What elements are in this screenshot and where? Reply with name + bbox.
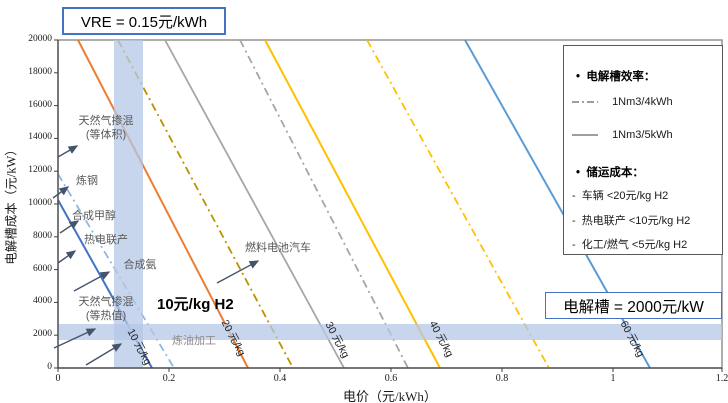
y-tick-label: 20000 — [28, 34, 52, 44]
x-tick-label: 0.8 — [495, 373, 509, 384]
iso-line-20-solid — [77, 39, 249, 369]
legend-storage-header: • 储运成本： — [576, 167, 644, 179]
y-tick-label: 2000 — [33, 329, 52, 339]
electrolyzer-cost-band — [58, 324, 722, 340]
annotation-ammonia: 合成氨 — [123, 259, 157, 271]
legend-efficiency-header: • 电解槽效率： — [576, 71, 656, 83]
legend-storage-item-chemical: - 化工/燃气 <5元/kg H2 — [572, 239, 688, 251]
bullet-icon: • — [576, 167, 581, 179]
annotation-natgas-heat: 天然气掺混 (等热值) — [78, 296, 134, 322]
vre-label-text: VRE = 0.15元/kWh — [80, 13, 208, 31]
legend-storage-item-chp: - 热电联产 <10元/kg H2 — [572, 215, 691, 227]
y-tick-label: 10000 — [28, 198, 52, 208]
x-tick-label: 0.2 — [162, 373, 176, 384]
legend-storage-item-vehicle: - 车辆 <20元/kg H2 — [572, 190, 669, 202]
y-tick-marks — [54, 39, 58, 369]
annotation-chp: 热电联产 — [84, 234, 128, 246]
annotation-fuel-cell-vehicle: 燃料电池汽车 — [245, 242, 311, 254]
x-tick-marks — [57, 368, 723, 372]
dashdot-line-sample-icon — [572, 101, 598, 103]
x-axis-title: 电价（元/kWh） — [343, 389, 437, 403]
annotation-h2-cost-bold: 10元/kg H2 — [157, 296, 234, 313]
iso-line-30-dashdot — [239, 39, 409, 369]
legend-box: • 电解槽效率： 1Nm3/4kWh 1Nm3/5kWh • 储运成本： - 车… — [563, 45, 723, 255]
annotation-arrows — [52, 145, 260, 366]
legend-item-dashdot: 1Nm3/4kWh — [571, 96, 673, 108]
y-tick-label: 6000 — [33, 264, 52, 274]
x-tick-label: 1 — [610, 373, 616, 384]
iso-line-40-solid — [264, 39, 441, 369]
vre-price-band — [114, 40, 143, 368]
iso-line-20-dashdot — [117, 39, 294, 369]
electrolyzer-label-text: 电解槽 = 2000元/kW — [563, 298, 704, 316]
y-tick-label: 14000 — [28, 132, 52, 142]
annotation-methanol: 合成甲醇 — [72, 210, 116, 222]
y-tick-label: 4000 — [33, 296, 52, 306]
electrolyzer-label-box: 电解槽 = 2000元/kW — [545, 292, 722, 319]
annotation-natgas-volume: 天然气掺混 (等体积) — [78, 115, 134, 141]
bullet-icon: • — [576, 71, 581, 83]
y-tick-label: 8000 — [33, 231, 52, 241]
vre-label-box: VRE = 0.15元/kWh — [62, 7, 226, 35]
legend-item-solid: 1Nm3/5kWh — [571, 129, 673, 141]
iso-line-30-solid — [164, 39, 345, 369]
y-tick-label: 16000 — [28, 100, 52, 110]
annotation-refining: 炼油加工 — [172, 335, 216, 347]
y-tick-label: 18000 — [28, 67, 52, 77]
y-tick-label: 12000 — [28, 165, 52, 175]
iso-line-40-dashdot — [366, 39, 550, 369]
x-tick-label: 1.2 — [715, 373, 728, 384]
x-tick-label: 0.6 — [384, 373, 398, 384]
solid-line-sample-icon — [572, 134, 598, 136]
x-tick-label: 0.4 — [273, 373, 287, 384]
y-tick-label: 0 — [47, 362, 52, 372]
y-axis-title: 电解槽成本（元/kW） — [4, 143, 19, 265]
annotation-steel: 炼钢 — [76, 175, 98, 187]
x-tick-label: 0 — [55, 373, 61, 384]
